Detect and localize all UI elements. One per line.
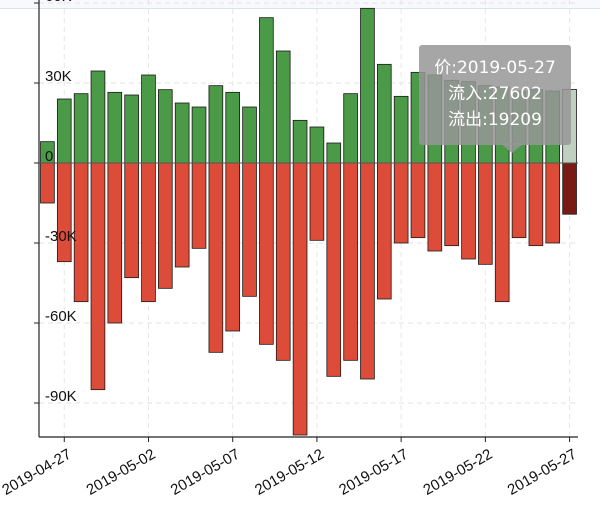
- bar-outflow: [343, 162, 358, 361]
- bar-outflow: [427, 162, 443, 252]
- y-tick-label: 30K: [45, 68, 72, 85]
- top-edge-bar: [0, 0, 600, 9]
- bar-outflow: [141, 162, 156, 303]
- bar-inflow: [225, 91, 241, 164]
- x-tick-label: 2019-05-22: [420, 446, 495, 499]
- bar-outflow: [292, 162, 308, 436]
- bar-inflow: [174, 102, 190, 164]
- bar-outflow: [528, 162, 544, 247]
- bar-inflow: [360, 7, 375, 164]
- bar-outflow: [326, 162, 342, 377]
- bar-outflow: [410, 162, 426, 239]
- y-tick-label: -60K: [45, 308, 77, 325]
- bar-inflow: [90, 70, 106, 164]
- bar-outflow: [107, 162, 123, 324]
- tooltip-price: 价:2019-05-27: [434, 58, 556, 78]
- bar-inflow: [73, 93, 89, 164]
- bar-outflow: [191, 162, 207, 249]
- bar-outflow: [275, 162, 291, 361]
- y-tick-label: 60K: [45, 0, 72, 5]
- tooltip-pointer: [500, 143, 524, 153]
- axis-layer: [34, 0, 578, 442]
- bar-outflow: [511, 162, 527, 239]
- bar-outflow: [309, 162, 325, 241]
- x-tick-label: 2019-05-07: [168, 446, 243, 499]
- bar-outflow: [158, 162, 173, 289]
- y-tick-label: 0: [45, 148, 53, 165]
- bar-outflow: [40, 162, 55, 204]
- x-tick-label: 2019-05-12: [252, 446, 327, 499]
- bar-inflow: [124, 94, 139, 164]
- tooltip-inflow: 流入:27602: [448, 84, 542, 104]
- x-tick-label: 2019-05-02: [84, 446, 159, 499]
- bar-inflow: [242, 106, 257, 164]
- bar-inflow: [275, 50, 291, 164]
- bar-inflow: [376, 63, 392, 164]
- bar-outflow: [461, 162, 476, 260]
- tooltip-outflow: 流出:19209: [448, 110, 542, 130]
- bar-outflow: [376, 162, 392, 300]
- bar-outflow: [562, 162, 577, 215]
- bar-inflow: [56, 98, 72, 164]
- bar-outflow: [259, 162, 274, 345]
- bar-outflow: [242, 162, 257, 297]
- x-tick-label: 2019-05-27: [505, 446, 580, 499]
- bar-outflow: [90, 162, 106, 391]
- bar-inflow: [259, 17, 274, 164]
- bar-outflow: [545, 162, 561, 244]
- bar-inflow: [107, 91, 123, 164]
- y-tick-label: -90K: [45, 388, 77, 405]
- bar-inflow: [292, 119, 308, 164]
- bar-inflow: [191, 106, 207, 164]
- bar-inflow: [158, 89, 173, 164]
- bar-inflow: [309, 126, 325, 164]
- bar-inflow: [208, 85, 224, 164]
- bar-inflow: [326, 142, 342, 164]
- bar-outflow: [360, 162, 375, 380]
- bar-outflow: [56, 162, 72, 263]
- bar-outflow: [124, 162, 139, 279]
- bar-outflow: [174, 162, 190, 268]
- bar-outflow: [393, 162, 409, 244]
- bar-outflow: [208, 162, 224, 353]
- bar-inflow: [141, 74, 156, 164]
- bar-outflow: [494, 162, 510, 303]
- bar-inflow: [343, 93, 358, 164]
- data-tooltip: 价:2019-05-27 流入:27602 流出:19209: [419, 45, 571, 145]
- bar-outflow: [444, 162, 459, 247]
- bar-inflow: [393, 95, 409, 164]
- x-tick-label: 2019-04-27: [0, 446, 74, 499]
- bar-outflow: [225, 162, 241, 332]
- bar-outflow: [478, 162, 493, 265]
- x-tick-label: 2019-05-17: [336, 446, 411, 499]
- y-tick-label: -30K: [45, 228, 77, 245]
